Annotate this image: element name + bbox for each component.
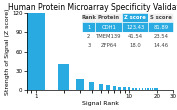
Bar — [106, 85, 110, 90]
Bar — [99, 84, 103, 90]
Bar — [139, 88, 140, 90]
Title: Human Protein Microarray Specificity Validation: Human Protein Microarray Specificity Val… — [8, 3, 177, 12]
Bar — [147, 88, 149, 90]
Bar — [154, 88, 156, 90]
Bar — [113, 86, 116, 90]
Bar — [118, 87, 121, 90]
Bar — [76, 79, 84, 90]
X-axis label: Signal Rank: Signal Rank — [81, 101, 119, 106]
Bar — [145, 88, 146, 90]
Bar — [128, 87, 130, 90]
Bar — [123, 87, 126, 90]
Bar — [132, 87, 134, 90]
Bar — [135, 88, 137, 90]
Bar — [150, 88, 151, 90]
Bar — [152, 88, 153, 90]
Bar — [142, 88, 143, 90]
Bar — [58, 64, 69, 90]
Y-axis label: Strength of Signal (Z score): Strength of Signal (Z score) — [5, 8, 10, 95]
Bar — [156, 88, 158, 90]
Bar — [22, 11, 45, 90]
Bar — [89, 82, 95, 90]
